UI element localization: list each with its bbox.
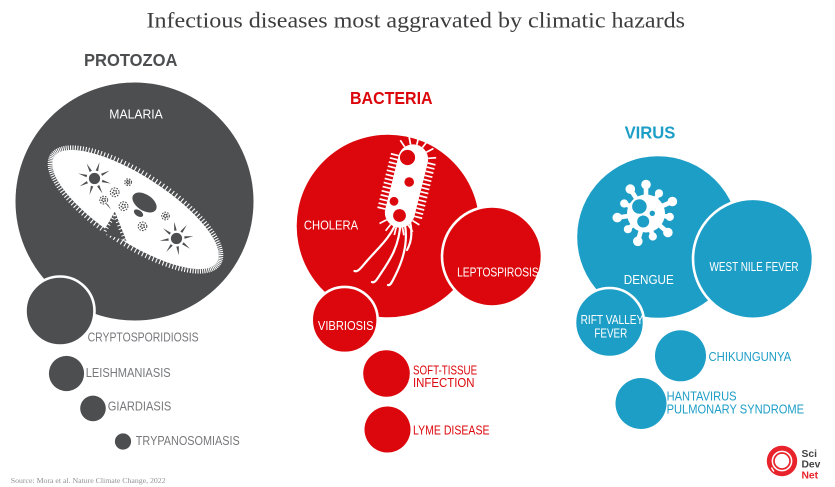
svg-text:Sci: Sci: [802, 449, 818, 460]
svg-text:LYME DISEASE: LYME DISEASE: [413, 423, 490, 437]
svg-text:PULMONARY SYNDROME: PULMONARY SYNDROME: [667, 403, 805, 417]
svg-text:Source: Mora et al. Nature Cli: Source: Mora et al. Nature Climate Chang…: [11, 476, 166, 485]
svg-text:LEPTOSPIROSIS: LEPTOSPIROSIS: [457, 265, 539, 279]
svg-text:WEST NILE FEVER: WEST NILE FEVER: [710, 260, 799, 274]
svg-text:Dev: Dev: [802, 460, 821, 471]
svg-text:FEVER: FEVER: [594, 326, 627, 340]
svg-text:HANTAVIRUS: HANTAVIRUS: [667, 389, 737, 403]
svg-text:DENGUE: DENGUE: [624, 273, 674, 287]
svg-text:Infectious diseases most aggra: Infectious diseases most aggravated by c…: [147, 7, 686, 32]
svg-text:VIBRIOSIS: VIBRIOSIS: [318, 319, 374, 333]
svg-text:PROTOZOA: PROTOZOA: [84, 50, 178, 70]
svg-text:CRYPTOSPORIDIOSIS: CRYPTOSPORIDIOSIS: [88, 330, 199, 344]
svg-text:TRYPANOSOMIASIS: TRYPANOSOMIASIS: [136, 434, 240, 448]
svg-text:Net: Net: [802, 470, 819, 481]
svg-text:VIRUS: VIRUS: [625, 122, 676, 142]
svg-text:BACTERIA: BACTERIA: [350, 88, 433, 108]
svg-text:RIFT VALLEY: RIFT VALLEY: [581, 313, 644, 327]
svg-text:MALARIA: MALARIA: [109, 108, 163, 122]
svg-text:LEISHMANIASIS: LEISHMANIASIS: [86, 366, 171, 380]
svg-text:SOFT-TISSUE: SOFT-TISSUE: [413, 364, 477, 378]
svg-text:INFECTION: INFECTION: [413, 376, 475, 390]
svg-text:CHOLERA: CHOLERA: [304, 218, 359, 232]
svg-text:GIARDIASIS: GIARDIASIS: [108, 399, 172, 413]
svg-text:CHIKUNGUNYA: CHIKUNGUNYA: [709, 350, 792, 364]
